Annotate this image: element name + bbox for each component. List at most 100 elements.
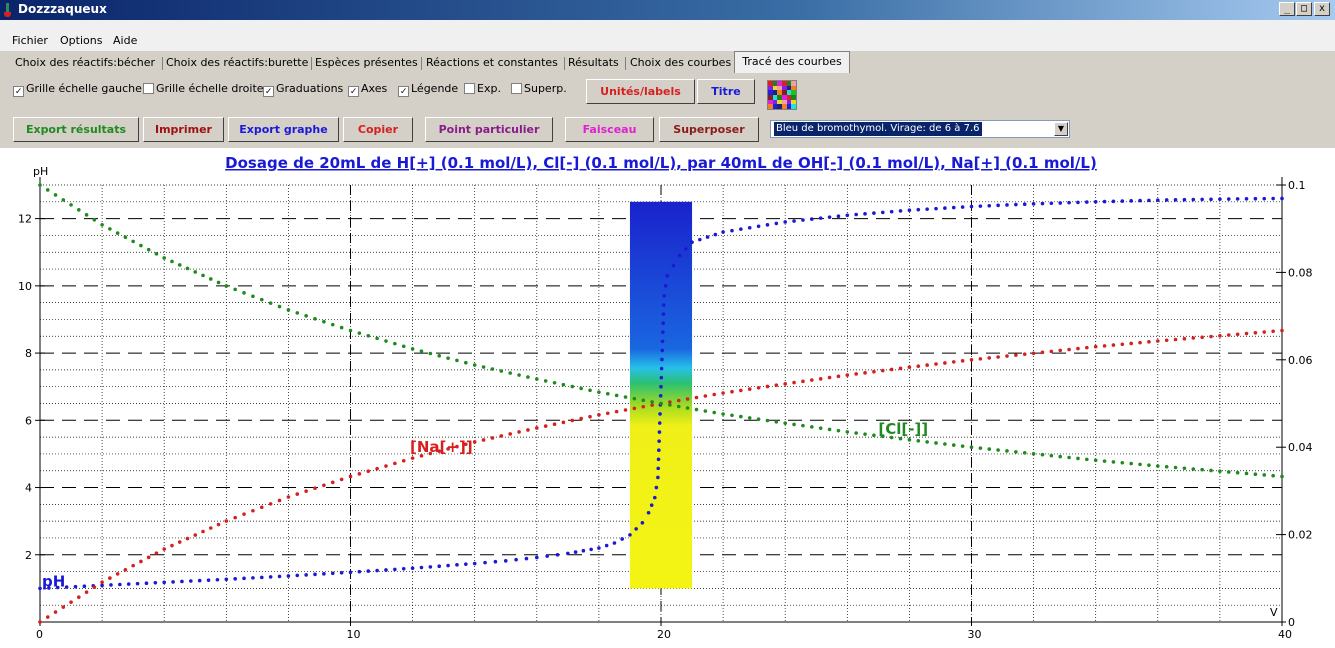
y-axis-title-left: pH bbox=[33, 165, 48, 178]
imprimer-button[interactable]: Imprimer bbox=[143, 117, 224, 142]
checkbox-graduations[interactable]: ✓ Graduations bbox=[263, 82, 343, 97]
tab-resultats[interactable]: Résultats bbox=[568, 56, 619, 69]
data-point bbox=[259, 505, 264, 510]
data-point bbox=[139, 243, 143, 248]
data-point bbox=[774, 221, 779, 226]
tab-reactifs-burette[interactable]: Choix des réactifs:burette bbox=[166, 56, 309, 69]
data-point bbox=[1085, 345, 1089, 350]
data-point bbox=[490, 436, 495, 440]
data-point bbox=[139, 559, 143, 564]
data-point bbox=[597, 390, 601, 394]
data-point bbox=[880, 368, 885, 373]
checkbox-box: ✓ bbox=[398, 86, 409, 97]
copier-button[interactable]: Copier bbox=[343, 117, 413, 142]
menu-options[interactable]: Options bbox=[60, 34, 103, 47]
data-point bbox=[649, 503, 654, 507]
data-point bbox=[889, 367, 894, 372]
data-point bbox=[677, 253, 682, 258]
data-point bbox=[996, 203, 1000, 208]
data-point bbox=[490, 367, 495, 371]
tab-reactions-constantes[interactable]: Réactions et constantes bbox=[426, 56, 558, 69]
checkbox-exp[interactable]: Exp. bbox=[464, 82, 501, 96]
superposer-button[interactable]: Superposer bbox=[659, 117, 759, 142]
x-tick-label: 30 bbox=[968, 628, 982, 641]
units-labels-button[interactable]: Unités/labels bbox=[586, 79, 695, 104]
data-point bbox=[339, 570, 344, 575]
data-point bbox=[1129, 341, 1133, 346]
data-point bbox=[698, 237, 702, 242]
menu-aide[interactable]: Aide bbox=[113, 34, 138, 47]
menu-fichier[interactable]: Fichier bbox=[12, 34, 48, 47]
data-point bbox=[233, 515, 237, 520]
data-point bbox=[579, 386, 583, 391]
data-point bbox=[1182, 336, 1187, 341]
color-palette-icon[interactable] bbox=[767, 80, 797, 110]
data-point bbox=[45, 188, 50, 192]
data-point bbox=[131, 563, 135, 568]
window-title: Dozzzaqueux bbox=[18, 2, 107, 16]
data-point bbox=[1111, 460, 1116, 464]
data-point bbox=[1164, 338, 1169, 343]
faisceau-button[interactable]: Faisceau bbox=[565, 117, 654, 142]
minimize-button[interactable]: _ bbox=[1279, 2, 1295, 16]
tab-especes-presentes[interactable]: Espèces présentes bbox=[315, 56, 418, 69]
data-point bbox=[659, 401, 663, 406]
data-point bbox=[1102, 344, 1107, 348]
data-point bbox=[1253, 330, 1258, 335]
data-point bbox=[810, 378, 814, 382]
data-point bbox=[925, 440, 929, 444]
tab-trace-courbes[interactable]: Tracé des courbes bbox=[734, 51, 850, 73]
data-point bbox=[747, 416, 752, 420]
y-tick-label-left: 10 bbox=[18, 280, 32, 293]
data-point bbox=[419, 349, 424, 353]
data-point bbox=[108, 227, 112, 231]
data-point bbox=[907, 208, 912, 213]
data-point bbox=[357, 472, 362, 476]
titre-button[interactable]: Titre bbox=[697, 79, 755, 104]
data-point bbox=[889, 435, 894, 440]
data-point bbox=[251, 576, 255, 580]
export-resultats-button[interactable]: Export résultats bbox=[13, 117, 139, 142]
close-button[interactable]: x bbox=[1314, 2, 1330, 16]
checkbox-grille-gauche[interactable]: ✓ Grille échelle gauche bbox=[13, 82, 142, 97]
data-point bbox=[286, 574, 291, 578]
data-point bbox=[827, 375, 832, 380]
checkbox-legende[interactable]: ✓ Légende bbox=[398, 82, 458, 97]
data-point bbox=[348, 570, 353, 575]
data-point bbox=[730, 228, 734, 233]
x-tick-label: 20 bbox=[657, 628, 671, 641]
chevron-down-icon[interactable]: ▼ bbox=[1054, 122, 1068, 136]
data-point bbox=[579, 416, 583, 421]
data-point bbox=[925, 207, 929, 211]
data-point bbox=[313, 486, 317, 491]
data-point bbox=[836, 214, 841, 219]
checkbox-axes[interactable]: ✓ Axes bbox=[348, 82, 387, 97]
data-point bbox=[1058, 201, 1063, 205]
maximize-button[interactable]: □ bbox=[1296, 2, 1312, 16]
indicator-dropdown[interactable]: Bleu de bromothymol. Virage: de 6 à 7.6 … bbox=[770, 120, 1070, 138]
data-point bbox=[77, 208, 81, 212]
data-point bbox=[277, 574, 282, 579]
data-point bbox=[1253, 196, 1258, 201]
tab-reactifs-becher[interactable]: Choix des réactifs:bécher bbox=[15, 56, 155, 69]
data-point bbox=[907, 437, 912, 442]
tab-choix-courbes[interactable]: Choix des courbes bbox=[630, 56, 732, 69]
data-point bbox=[322, 483, 326, 488]
data-point bbox=[657, 421, 662, 425]
point-particulier-button[interactable]: Point particulier bbox=[425, 117, 553, 142]
checkbox-grille-droite[interactable]: Grille échelle droite bbox=[143, 82, 264, 96]
data-point bbox=[660, 339, 665, 344]
data-point bbox=[951, 443, 956, 447]
data-point bbox=[605, 391, 610, 396]
checkbox-superp[interactable]: Superp. bbox=[511, 82, 567, 96]
data-point bbox=[561, 382, 566, 387]
data-point bbox=[827, 215, 832, 219]
data-point bbox=[322, 319, 326, 324]
data-point bbox=[614, 393, 619, 398]
data-point bbox=[969, 204, 974, 209]
data-point bbox=[978, 446, 983, 450]
data-point bbox=[545, 554, 549, 558]
export-graphe-button[interactable]: Export graphe bbox=[228, 117, 339, 142]
data-point bbox=[570, 418, 575, 423]
data-point bbox=[588, 414, 592, 419]
